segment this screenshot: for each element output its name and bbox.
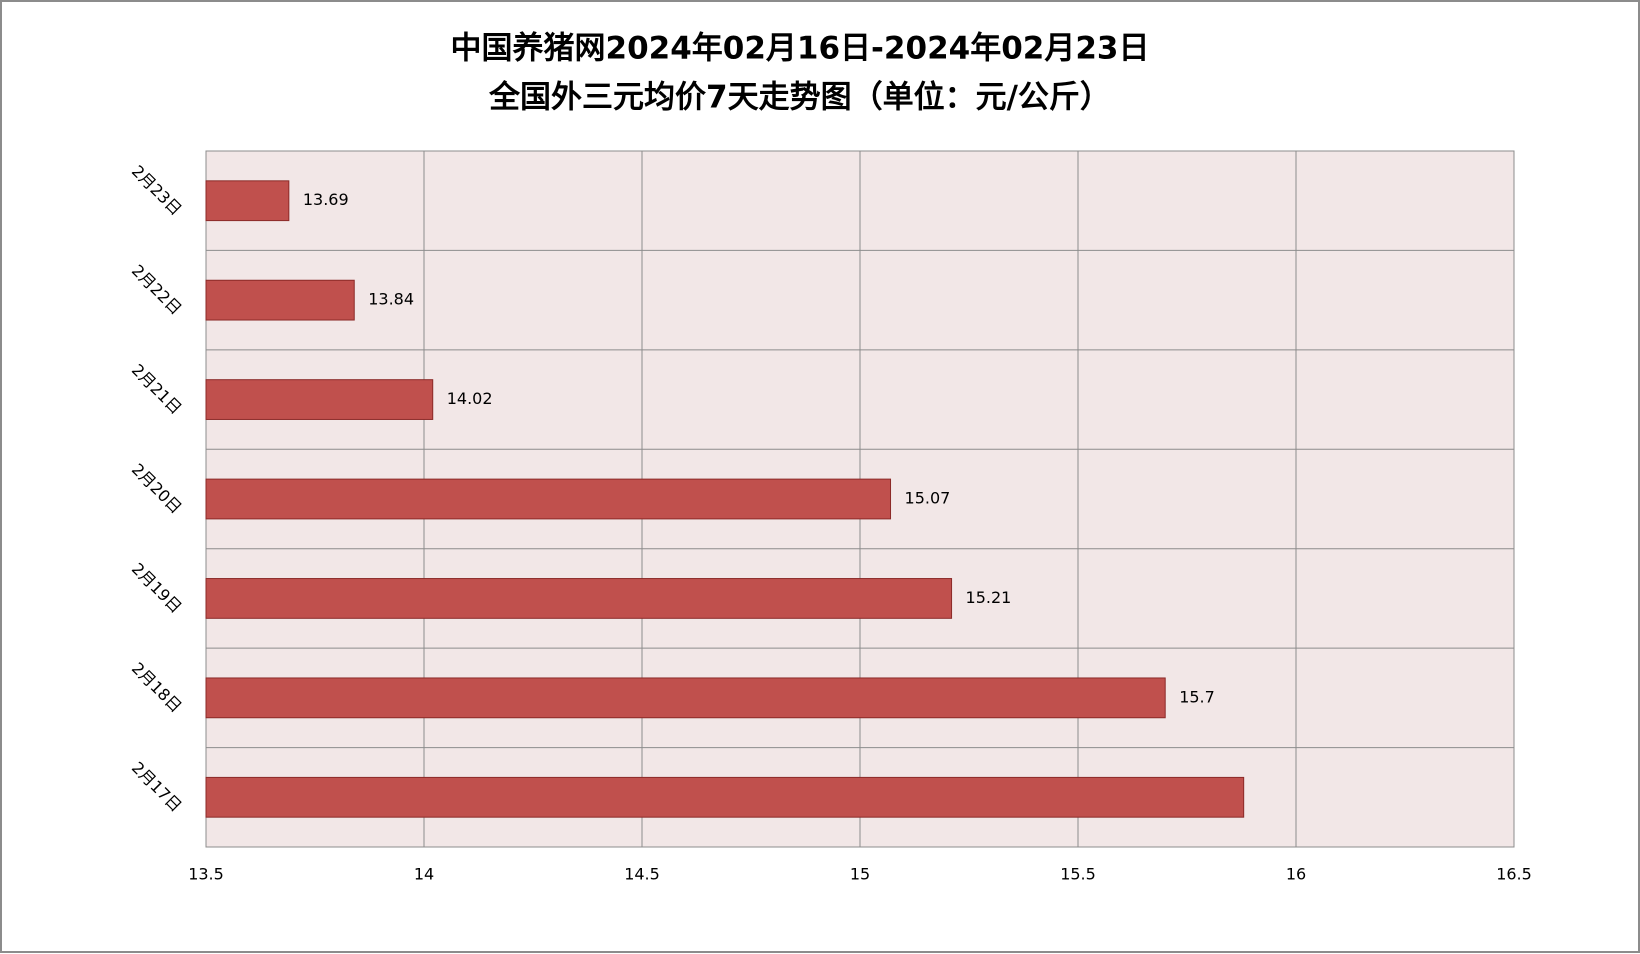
x-tick-label: 15.5 [1060, 865, 1096, 884]
x-tick-label: 16 [1286, 865, 1306, 884]
data-label: 14.02 [447, 389, 493, 408]
data-label: 13.69 [303, 190, 349, 209]
data-label: 15.7 [1179, 687, 1215, 706]
x-tick-label: 14 [414, 865, 434, 884]
chart-title: 中国养猪网2024年02月16日-2024年02月23日 [451, 31, 1150, 67]
chart-title: 全国外三元均价7天走势图（单位：元/公斤） [488, 80, 1111, 116]
data-label: 15.21 [966, 588, 1012, 607]
x-tick-label: 15 [850, 865, 870, 884]
x-tick-label: 14.5 [624, 865, 660, 884]
x-tick-label: 16.5 [1496, 865, 1532, 884]
bar [205, 180, 290, 222]
bar [205, 279, 355, 321]
bar [205, 379, 434, 420]
bar [205, 478, 892, 520]
data-label: 13.84 [368, 290, 414, 309]
data-label: 15.07 [905, 489, 951, 508]
bar [205, 578, 953, 619]
x-tick-label: 13.5 [188, 865, 224, 884]
bar [205, 776, 1245, 818]
bar [205, 677, 1166, 719]
